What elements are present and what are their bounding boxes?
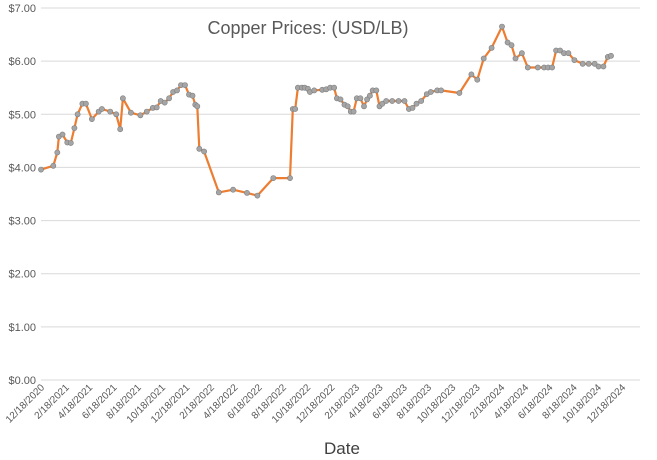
chart-title: Copper Prices: (USD/LB) [207, 18, 408, 38]
data-point [127, 109, 134, 116]
data-point [50, 162, 57, 169]
data-point [549, 64, 555, 71]
data-point [331, 84, 337, 91]
data-point [524, 64, 531, 71]
data-point [71, 125, 78, 132]
data-point [215, 189, 222, 196]
series-line [40, 25, 612, 197]
data-point [488, 45, 495, 51]
data-point [595, 63, 602, 70]
data-point [413, 100, 420, 107]
data-point [244, 189, 250, 196]
data-point [117, 126, 124, 133]
data-point [230, 186, 236, 193]
x-axis-ticks: 12/18/20202/18/20214/18/20216/18/20218/1… [4, 382, 629, 425]
data-point [59, 131, 66, 138]
data-point [499, 23, 505, 30]
data-point [389, 98, 396, 104]
data-point [474, 76, 481, 83]
x-axis-label: Date [324, 439, 360, 458]
data-point [99, 106, 105, 112]
data-point [534, 64, 541, 71]
data-point [311, 87, 318, 94]
data-point [379, 100, 386, 107]
y-tick-label: $1.00 [8, 322, 36, 334]
data-point [201, 148, 207, 155]
y-tick-label: $3.00 [8, 216, 36, 228]
data-point [270, 175, 277, 181]
data-point [292, 106, 299, 112]
data-point [83, 100, 89, 107]
data-point [468, 71, 475, 78]
data-point [418, 98, 425, 104]
data-point [161, 99, 168, 106]
y-tick-label: $7.00 [8, 3, 36, 15]
data-point [357, 95, 364, 102]
data-point [585, 60, 592, 67]
y-tick-label: $5.00 [8, 109, 36, 121]
data-point [383, 98, 390, 104]
data-point [337, 96, 344, 103]
data-point [512, 55, 519, 62]
data-point [373, 87, 380, 94]
data-point [438, 87, 444, 94]
data-point [254, 192, 261, 199]
data-point [600, 63, 607, 70]
data-point [54, 149, 61, 156]
y-tick-label: $0.00 [8, 375, 36, 387]
data-point [120, 95, 126, 102]
data-point [571, 57, 578, 63]
data-point [395, 98, 402, 104]
data-point [287, 175, 293, 181]
data-point [74, 111, 81, 118]
data-point [456, 90, 463, 96]
data-point [366, 92, 373, 99]
data-point [427, 89, 434, 95]
data-point [107, 108, 114, 115]
data-point [401, 98, 408, 104]
data-point [189, 92, 196, 99]
data-point [67, 140, 74, 146]
data-point [38, 166, 44, 173]
data-point [196, 145, 203, 152]
data-point [153, 104, 160, 111]
gridlines [41, 7, 640, 381]
data-point [89, 116, 95, 122]
data-point [174, 87, 180, 94]
data-point [113, 111, 120, 118]
y-tick-label: $2.00 [8, 269, 36, 281]
data-point [579, 60, 586, 67]
y-tick-label: $4.00 [8, 162, 36, 174]
data-point [480, 55, 487, 62]
data-point [143, 108, 150, 115]
data-point [591, 60, 598, 67]
y-axis-ticks: $0.00 $1.00 $2.00 $3.00 $4.00 $5.00 $6.00 $7.00 [8, 3, 36, 387]
data-point [557, 47, 563, 54]
data-point [344, 103, 351, 110]
data-point [137, 112, 144, 119]
data-point [182, 82, 188, 88]
data-point [409, 105, 416, 111]
data-point [350, 108, 357, 115]
data-point [194, 103, 201, 110]
series-copper-price [38, 23, 614, 199]
data-point [508, 42, 515, 49]
data-point [166, 95, 172, 102]
data-point [519, 50, 525, 57]
y-tick-label: $6.00 [8, 56, 36, 68]
data-point [565, 50, 572, 57]
data-point [361, 103, 367, 110]
data-point [504, 39, 511, 46]
data-point [608, 52, 614, 59]
